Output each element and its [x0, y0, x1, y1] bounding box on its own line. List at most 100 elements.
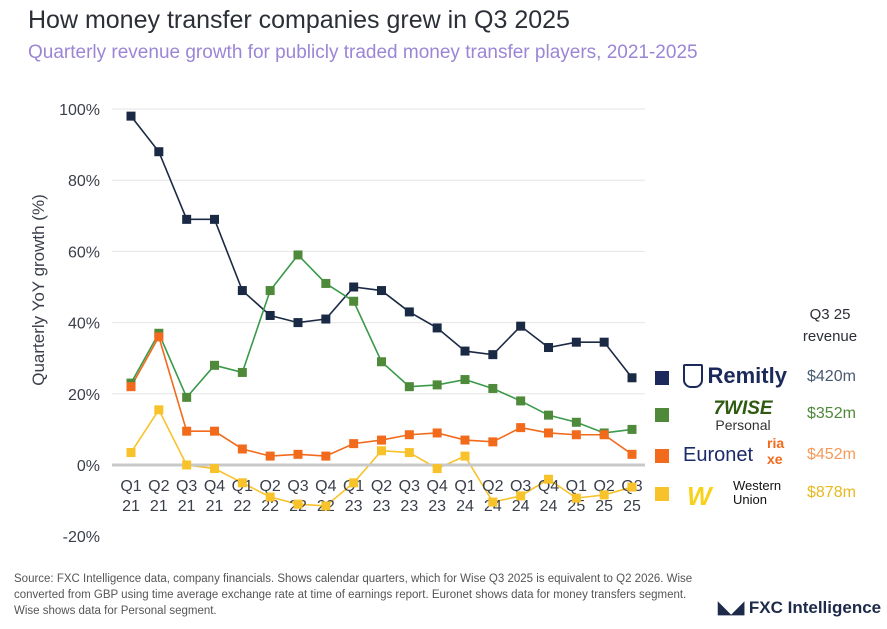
- x-tick-year: 22: [261, 498, 279, 515]
- x-tick-quarter: Q2: [482, 478, 503, 495]
- x-tick-year: 25: [623, 498, 641, 515]
- data-point: [516, 423, 526, 433]
- data-point: [210, 464, 219, 474]
- x-tick-year: 24: [512, 498, 530, 515]
- remitly-logo: Remitly: [683, 363, 803, 393]
- data-point: [210, 214, 219, 224]
- data-point: [460, 375, 470, 385]
- data-point: [432, 380, 442, 390]
- x-tick-quarter: Q2: [259, 478, 280, 495]
- data-point: [321, 451, 331, 461]
- data-point: [210, 360, 219, 370]
- data-point: [349, 478, 359, 488]
- data-point: [544, 343, 553, 353]
- data-point: [182, 426, 192, 436]
- y-tick-label: 40%: [68, 316, 100, 333]
- legend-revenue: $878m: [807, 484, 856, 501]
- x-tick-quarter: Q2: [593, 478, 614, 495]
- x-tick-quarter: Q4: [204, 478, 225, 495]
- source-note: Source: FXC Intelligence data, company f…: [14, 573, 693, 617]
- x-tick-year: 23: [345, 498, 363, 515]
- fxc-brand-logo: ◣◢ FXC Intelligence: [718, 598, 882, 617]
- y-tick-label: 60%: [68, 244, 100, 261]
- data-point: [321, 314, 331, 324]
- data-point: [265, 451, 275, 461]
- data-point: [182, 214, 192, 224]
- series-line-wise-personal: [130, 253, 633, 434]
- legend-item-western-union: W Western Union $878m: [655, 478, 885, 512]
- data-point: [154, 147, 164, 157]
- y-tick-label: -20%: [63, 529, 100, 546]
- legend-revenue: $420m: [807, 368, 856, 385]
- data-point: [460, 451, 470, 461]
- data-point: [544, 428, 553, 438]
- data-point: [237, 478, 247, 488]
- x-tick-year: 23: [373, 498, 391, 515]
- data-point: [265, 492, 275, 502]
- data-point: [377, 446, 386, 456]
- data-point: [571, 493, 581, 503]
- data-point: [516, 396, 526, 406]
- x-tick-year: 21: [178, 498, 196, 515]
- data-point: [182, 392, 192, 402]
- x-tick-year: 21: [206, 498, 224, 515]
- data-point: [126, 448, 136, 458]
- data-point: [210, 426, 219, 436]
- x-tick-quarter: Q3: [510, 478, 531, 495]
- data-point: [349, 296, 359, 306]
- data-point: [349, 282, 359, 292]
- wise-logo: 7WISE Personal: [713, 398, 773, 433]
- data-point: [293, 449, 303, 459]
- data-point: [265, 310, 275, 320]
- x-tick-year: 23: [428, 498, 446, 515]
- data-point: [544, 410, 553, 420]
- y-tick-label: 80%: [68, 173, 100, 190]
- data-point: [126, 111, 136, 121]
- x-tick-quarter: Q3: [176, 478, 197, 495]
- chart-subtitle: Quarterly revenue growth for publicly tr…: [28, 42, 698, 63]
- data-point: [488, 497, 498, 507]
- legend-swatch: [655, 371, 669, 385]
- x-tick-quarter: Q4: [426, 478, 447, 495]
- series-line-remitly: [130, 115, 633, 379]
- legend-item-wise: 7WISE Personal $352m: [655, 398, 885, 433]
- data-point: [126, 382, 136, 392]
- data-point: [516, 321, 526, 331]
- x-tick-year: 23: [400, 498, 418, 515]
- data-point: [460, 346, 470, 356]
- data-point: [154, 405, 164, 415]
- data-point: [182, 460, 192, 470]
- data-point: [432, 464, 442, 474]
- x-tick-quarter: Q1: [120, 478, 141, 495]
- data-point: [404, 382, 414, 392]
- data-point: [627, 449, 637, 459]
- data-point: [265, 286, 275, 296]
- data-point: [571, 417, 581, 427]
- western-union-logo: W Western Union: [687, 478, 782, 512]
- data-point: [432, 323, 442, 333]
- x-tick-year: 24: [456, 498, 474, 515]
- x-tick-quarter: Q2: [371, 478, 392, 495]
- data-point: [293, 250, 303, 260]
- data-point: [404, 448, 414, 458]
- data-point: [544, 474, 553, 484]
- data-point: [237, 367, 247, 377]
- x-tick-year: 25: [595, 498, 613, 515]
- x-tick-quarter: Q3: [287, 478, 308, 495]
- data-point: [488, 383, 498, 393]
- legend-header-line2: revenue: [802, 328, 858, 345]
- euronet-logo: Euronet ria xe: [683, 435, 785, 467]
- x-tick-quarter: Q4: [315, 478, 336, 495]
- data-point: [377, 286, 386, 296]
- data-point: [293, 318, 303, 328]
- data-point: [237, 444, 247, 454]
- data-point: [571, 430, 581, 440]
- data-point: [599, 490, 609, 500]
- chart-title: How money transfer companies grew in Q3 …: [28, 6, 570, 34]
- data-point: [488, 437, 498, 447]
- x-tick-year: 22: [233, 498, 251, 515]
- x-tick-year: 21: [122, 498, 140, 515]
- legend-swatch: [655, 487, 669, 501]
